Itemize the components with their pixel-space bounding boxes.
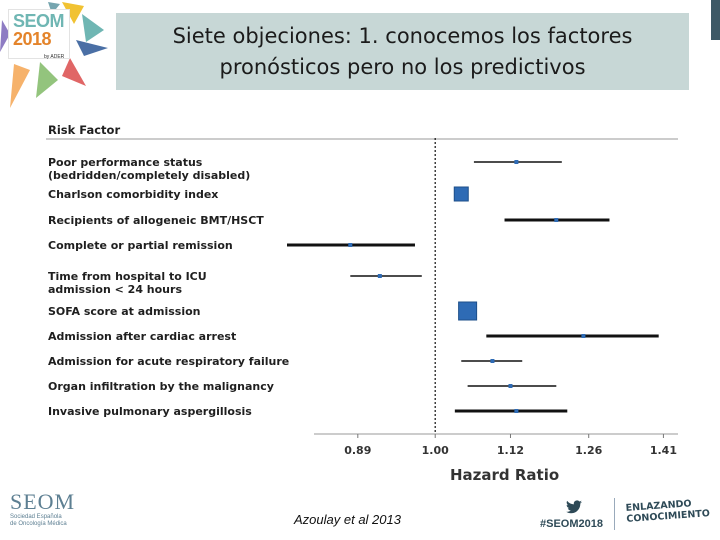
risk-factor-label: Poor performance status (bedridden/comple…	[48, 156, 251, 182]
logo-card	[8, 9, 70, 59]
point-estimate	[508, 384, 513, 388]
risk-factor-label: Organ infiltration by the malignancy	[48, 380, 274, 393]
slide-title: Siete objeciones: 1. conocemos los facto…	[172, 23, 633, 79]
point-estimate	[554, 218, 559, 222]
event-tagline: ENLAZANDO CONOCIMIENTO	[625, 497, 710, 525]
logo-sub: by ADER	[44, 54, 65, 60]
point-estimate	[377, 274, 382, 278]
x-tick-label: 1.12	[496, 444, 525, 457]
risk-factor-label: Recipients of allogeneic BMT/HSCT	[48, 214, 264, 227]
logo-decoration	[0, 2, 108, 108]
risk-factor-label: Time from hospital to ICU admission < 24 …	[48, 270, 207, 296]
risk-factor-header: Risk Factor	[48, 123, 121, 137]
x-tick-label: 0.89	[344, 444, 372, 457]
point-estimate	[490, 359, 495, 363]
logo-year: 2018	[13, 29, 52, 49]
point-estimate	[514, 409, 519, 413]
risk-factor-label: Invasive pulmonary aspergillosis	[48, 405, 252, 418]
forest-plot-canvas	[46, 138, 678, 438]
footer-divider	[614, 498, 615, 530]
seom-subtitle-1: Sociedad Española	[10, 514, 62, 520]
risk-factor-label: Charlson comorbidity index	[48, 188, 219, 201]
risk-factor-label: Complete or partial remission	[48, 239, 233, 252]
slide-title-box: Siete objeciones: 1. conocemos los facto…	[116, 13, 689, 90]
forest-plot: Risk Factor Hazard Ratio 0.89 1.00 1.12 1.2…	[42, 118, 688, 490]
x-axis-title: Hazard Ratio	[450, 466, 560, 484]
risk-factor-label: Admission after cardiac arrest	[48, 330, 237, 343]
point-estimate	[348, 243, 353, 247]
logo-brand: SEOM	[13, 11, 65, 31]
twitter-bird-icon	[566, 500, 582, 519]
point-estimate	[458, 301, 478, 321]
seom-wordmark: SEOM	[10, 489, 76, 514]
point-estimate	[453, 186, 469, 202]
x-tick-label: 1.00	[421, 444, 449, 457]
citation: Azoulay et al 2013	[294, 512, 401, 527]
seom-2018-logo: SEOM 2018 by ADER	[0, 0, 112, 112]
slide-edge-accent	[711, 0, 720, 40]
x-tick-label: 1.41	[649, 444, 677, 457]
x-tick-label: 1.26	[575, 444, 603, 457]
risk-factor-label: Admission for acute respiratory failure	[48, 355, 290, 368]
seom-subtitle-2: de Oncología Médica	[10, 521, 67, 527]
point-estimate	[581, 334, 586, 338]
point-estimate	[514, 160, 519, 164]
event-hashtag: #SEOM2018	[540, 518, 603, 530]
risk-factor-label: SOFA score at admission	[48, 305, 201, 318]
seom-footer-logo: SEOM Sociedad Española de Oncología Médi…	[10, 490, 90, 536]
